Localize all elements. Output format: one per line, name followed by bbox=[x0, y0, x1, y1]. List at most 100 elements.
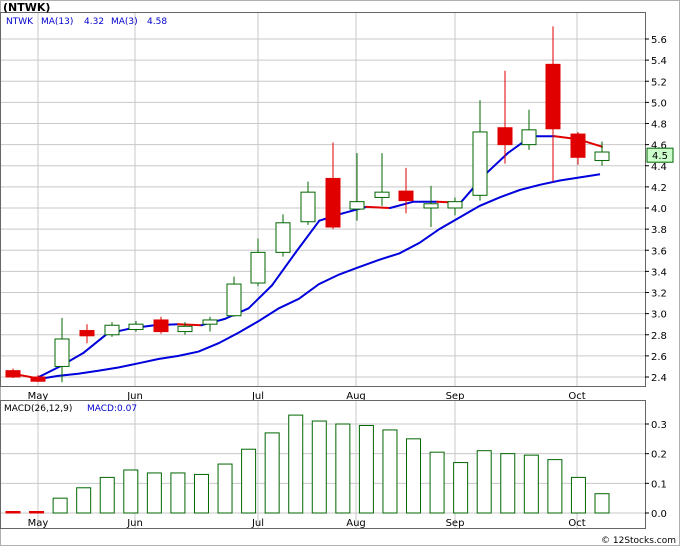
price-tick-label: 4.8 bbox=[651, 120, 667, 131]
ma3-segment bbox=[294, 219, 321, 254]
macd-tick-label: 0.2 bbox=[651, 450, 667, 461]
candle bbox=[349, 153, 365, 221]
macd-bar bbox=[217, 463, 233, 514]
macd-tick-label: 0.3 bbox=[651, 420, 667, 431]
macd-bar bbox=[358, 424, 374, 514]
macd-bar bbox=[335, 423, 351, 514]
macd-bar bbox=[99, 476, 115, 514]
candle-body-up bbox=[423, 203, 439, 209]
macd-bar bbox=[123, 469, 139, 514]
ma3-segment bbox=[483, 152, 509, 177]
candle bbox=[398, 167, 414, 214]
candle-body-down bbox=[5, 370, 21, 378]
legend-ma3-label: MA(3) bbox=[111, 17, 138, 27]
candle bbox=[545, 26, 561, 182]
last-price-box bbox=[646, 147, 674, 163]
candle-body-up bbox=[349, 201, 365, 210]
chart-title: (NTWK) bbox=[3, 1, 50, 14]
legend-ma13-value: 4.32 bbox=[84, 17, 104, 27]
price-tick-label: 2.8 bbox=[651, 331, 667, 342]
candle bbox=[374, 153, 390, 206]
candle-body-up bbox=[594, 151, 610, 161]
candle-body-down bbox=[79, 330, 95, 337]
candle-body-up bbox=[250, 251, 266, 284]
macd-panel: 0.0 0.1 0.2 0.3 May Jun Jul Aug Sep Oct MACD(26,… bbox=[0, 400, 667, 529]
price-y-axis: 2.4 2.6 2.8 3.0 3.2 3.4 3.6 3.8 4.0 4.2 4.4 4.6 4.8 5… bbox=[645, 35, 667, 384]
candle bbox=[570, 131, 586, 165]
candle bbox=[79, 324, 95, 344]
macd-bar bbox=[76, 487, 92, 514]
macd-x-tick-label: May bbox=[28, 518, 49, 529]
price-tick-label: 3.2 bbox=[651, 289, 667, 300]
price-tick-label: 5.2 bbox=[651, 77, 667, 88]
price-x-tick-label: Aug bbox=[346, 391, 366, 402]
macd-bar bbox=[170, 472, 186, 514]
macd-x-tick-label: Aug bbox=[346, 518, 366, 529]
price-tick-label: 4.2 bbox=[651, 183, 667, 194]
ma3-segment bbox=[365, 205, 391, 209]
candle-body-up bbox=[275, 222, 291, 253]
legend-ma3-value: 4.58 bbox=[147, 17, 167, 27]
macd-bar bbox=[241, 448, 257, 514]
candle-body-up bbox=[202, 319, 218, 325]
price-tick-label: 2.4 bbox=[651, 373, 667, 384]
candle bbox=[250, 238, 266, 287]
candle bbox=[325, 142, 341, 230]
macd-x-tick-label: Sep bbox=[446, 518, 465, 529]
candle bbox=[30, 374, 46, 383]
candle bbox=[447, 197, 463, 216]
macd-y-axis: 0.0 0.1 0.2 0.3 bbox=[645, 420, 667, 520]
ma3-segment bbox=[271, 251, 297, 287]
candle bbox=[202, 316, 218, 332]
macd-x-axis: May Jun Jul Aug Sep Oct bbox=[28, 518, 586, 529]
macd-bar bbox=[547, 459, 563, 514]
candle bbox=[54, 317, 70, 383]
macd-bar bbox=[429, 451, 445, 514]
candle-body-up bbox=[300, 191, 316, 223]
macd-bar bbox=[29, 511, 45, 514]
price-plot-border bbox=[0, 12, 646, 387]
ma3-segment bbox=[176, 323, 203, 327]
macd-plot-border bbox=[0, 400, 646, 529]
price-tick-label: 4.0 bbox=[651, 204, 667, 215]
candle bbox=[521, 109, 537, 150]
macd-tick-label: 0.0 bbox=[651, 509, 667, 520]
candle bbox=[300, 181, 316, 225]
candle-body-up bbox=[104, 324, 120, 336]
macd-bar bbox=[500, 453, 516, 514]
price-tick-label: 4.6 bbox=[651, 141, 667, 152]
ma3-segment bbox=[82, 332, 109, 354]
legend-ma13-label: MA(13) bbox=[41, 17, 73, 27]
candle bbox=[594, 141, 610, 166]
macd-bar bbox=[594, 493, 610, 514]
price-tick-label: 5.6 bbox=[651, 35, 667, 46]
ma3-segment bbox=[247, 284, 274, 310]
macd-bar bbox=[193, 473, 209, 514]
candle bbox=[497, 70, 513, 164]
macd-bar bbox=[453, 462, 469, 514]
macd-legend-value: MACD:0.07 bbox=[87, 404, 137, 414]
candles bbox=[5, 26, 610, 383]
macd-bar bbox=[288, 414, 304, 514]
price-x-tick-label: Oct bbox=[568, 391, 585, 402]
candle bbox=[5, 368, 21, 379]
price-tick-label: 3.8 bbox=[651, 225, 667, 236]
price-tick-label: 3.0 bbox=[651, 310, 667, 321]
candle-body-up bbox=[177, 325, 193, 333]
price-x-tick-label: Sep bbox=[446, 391, 465, 402]
macd-bar bbox=[523, 454, 539, 514]
macd-x-tick-label: Jul bbox=[251, 518, 264, 529]
macd-x-tick-label: Jun bbox=[126, 518, 143, 529]
ma13-line-layer bbox=[37, 173, 601, 381]
macd-tick-label: 0.1 bbox=[651, 479, 667, 490]
price-panel: 2.4 2.6 2.8 3.0 3.2 3.4 3.6 3.8 4.0 4.2 4.4 4.6 4.8 5… bbox=[0, 1, 674, 402]
last-price-marker: 4.5 bbox=[646, 147, 674, 163]
macd-bar bbox=[382, 429, 398, 514]
candle-body-up bbox=[54, 338, 70, 367]
macd-bar bbox=[406, 438, 422, 514]
price-tick-label: 5.0 bbox=[651, 98, 667, 109]
candle bbox=[128, 321, 144, 332]
candle-body-up bbox=[128, 323, 144, 330]
credit-text: © 12Stocks.com bbox=[601, 536, 676, 546]
